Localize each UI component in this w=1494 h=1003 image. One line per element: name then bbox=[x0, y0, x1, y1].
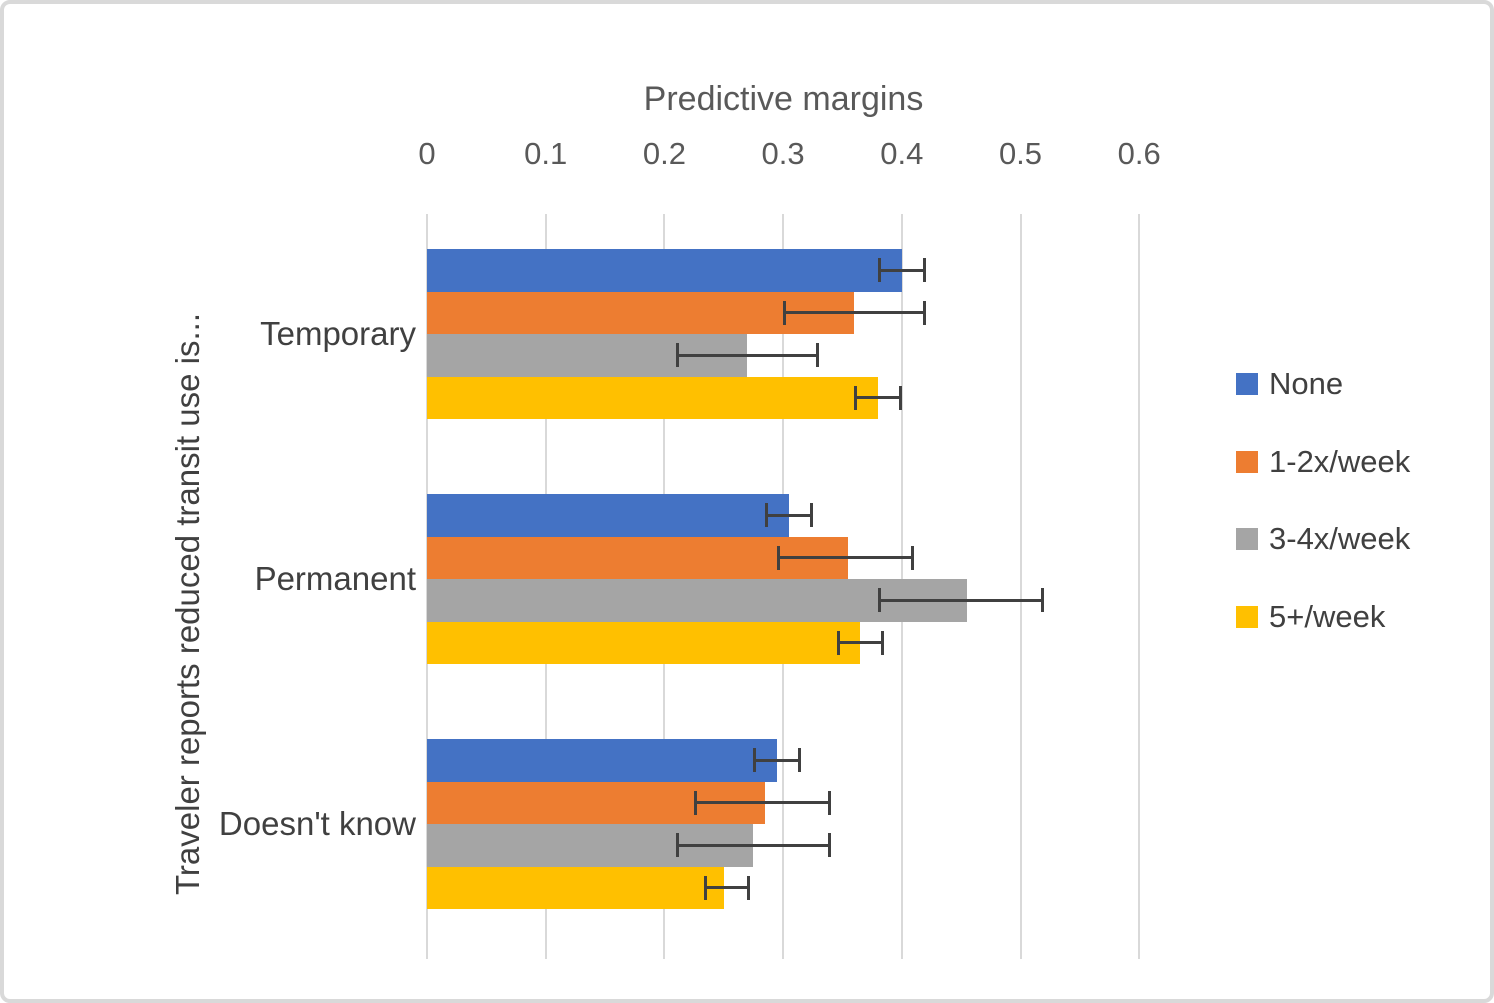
error-bar bbox=[765, 513, 813, 517]
error-bar-cap bbox=[878, 258, 882, 283]
error-bar-cap bbox=[827, 790, 831, 815]
error-bar-cap bbox=[777, 545, 781, 570]
bar-5-week bbox=[427, 621, 861, 664]
gridline bbox=[1019, 214, 1022, 959]
error-bar bbox=[783, 311, 926, 315]
error-bar-cap bbox=[854, 385, 858, 410]
legend-item: 1-2x/week bbox=[1236, 443, 1411, 479]
legend-label: 3-4x/week bbox=[1269, 521, 1411, 557]
legend-item: 5+/week bbox=[1236, 599, 1386, 635]
error-bar-cap bbox=[703, 875, 707, 900]
legend-swatch bbox=[1236, 450, 1258, 473]
category-label: Temporary bbox=[260, 315, 416, 352]
bar-none bbox=[427, 494, 790, 537]
error-bar bbox=[676, 353, 819, 357]
error-bar-cap bbox=[922, 300, 926, 325]
gridline bbox=[1138, 214, 1141, 959]
error-bar-cap bbox=[753, 748, 757, 773]
chart-title: Predictive margins bbox=[643, 80, 924, 118]
legend-swatch bbox=[1236, 373, 1258, 395]
legend-label: 5+/week bbox=[1269, 599, 1386, 635]
error-bar-cap bbox=[836, 630, 840, 655]
error-bar bbox=[753, 758, 801, 762]
error-bar bbox=[676, 843, 831, 847]
error-bar-cap bbox=[880, 630, 884, 655]
error-bar-cap bbox=[676, 833, 680, 858]
error-bar-cap bbox=[898, 385, 902, 410]
error-bar-cap bbox=[694, 790, 698, 815]
error-bar bbox=[878, 268, 926, 272]
error-bar bbox=[836, 641, 884, 645]
error-bar bbox=[703, 886, 750, 890]
error-bar-cap bbox=[783, 300, 787, 325]
bar-5-week bbox=[427, 866, 724, 909]
error-bar-cap bbox=[809, 503, 813, 528]
error-bar-cap bbox=[815, 343, 819, 368]
legend-swatch bbox=[1236, 606, 1258, 629]
error-bar-cap bbox=[878, 588, 882, 613]
legend-swatch bbox=[1236, 528, 1258, 551]
x-tick-label: 0.6 bbox=[1117, 136, 1161, 171]
error-bar-cap bbox=[922, 258, 926, 283]
x-tick-label: 0.1 bbox=[524, 136, 568, 171]
error-bar-cap bbox=[797, 748, 801, 773]
legend-label: None bbox=[1269, 366, 1344, 401]
error-bar bbox=[694, 801, 831, 805]
error-bar-cap bbox=[1041, 588, 1045, 613]
x-tick-label: 0 bbox=[418, 136, 436, 171]
error-bar bbox=[777, 556, 914, 560]
legend-label: 1-2x/week bbox=[1269, 443, 1411, 479]
x-tick-label: 0.5 bbox=[998, 136, 1043, 171]
error-bar-cap bbox=[910, 545, 914, 570]
bar-5-week bbox=[427, 376, 879, 419]
bar-3-4x-week bbox=[427, 579, 968, 622]
legend-item: None bbox=[1236, 366, 1344, 401]
error-bar-cap bbox=[827, 833, 831, 858]
x-tick-label: 0.3 bbox=[761, 136, 805, 171]
error-bar bbox=[878, 598, 1045, 602]
legend-item: 3-4x/week bbox=[1236, 521, 1411, 557]
error-bar-cap bbox=[676, 343, 680, 368]
bar-none bbox=[427, 249, 902, 292]
x-tick-label: 0.4 bbox=[880, 136, 924, 171]
error-bar bbox=[854, 396, 902, 400]
bar-none bbox=[427, 739, 778, 782]
x-tick-label: 0.2 bbox=[642, 136, 686, 171]
error-bar-cap bbox=[746, 875, 750, 900]
category-label: Doesn't know bbox=[218, 805, 416, 842]
category-label: Permanent bbox=[254, 560, 416, 597]
error-bar-cap bbox=[765, 503, 769, 528]
